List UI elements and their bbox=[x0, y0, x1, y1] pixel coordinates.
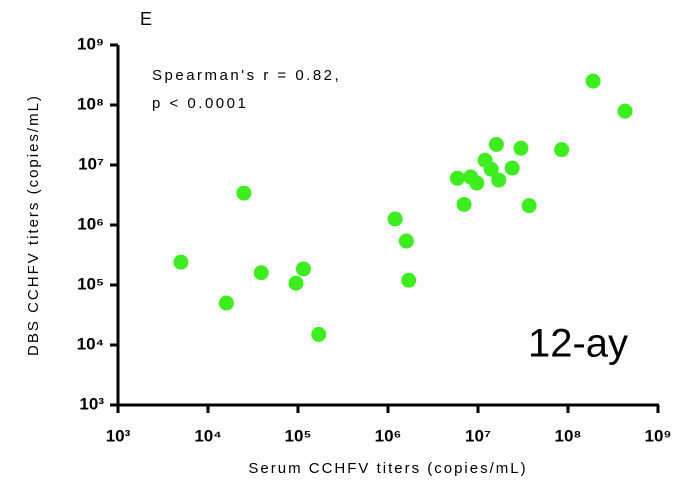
point bbox=[253, 265, 269, 281]
y-tick-label: 10⁵ bbox=[77, 274, 104, 293]
point bbox=[218, 295, 234, 311]
chart-label: 12-ay bbox=[528, 322, 628, 366]
y-tick-label: 10⁸ bbox=[77, 94, 104, 113]
x-tick-label: 10⁶ bbox=[375, 426, 402, 445]
point bbox=[311, 326, 327, 342]
y-tick-label: 10⁶ bbox=[77, 214, 104, 233]
point bbox=[483, 161, 499, 177]
y-axis-title: DBS CCHFV titers (copies/mL) bbox=[25, 94, 42, 356]
point bbox=[617, 103, 633, 119]
point bbox=[295, 261, 311, 277]
x-axis-title: Serum CCHFV titers (copies/mL) bbox=[248, 460, 527, 477]
point bbox=[585, 73, 601, 89]
x-tick-label: 10⁴ bbox=[194, 426, 221, 445]
y-tick-label: 10⁴ bbox=[77, 334, 104, 353]
point bbox=[401, 272, 417, 288]
point bbox=[488, 136, 504, 152]
point bbox=[288, 275, 304, 291]
point bbox=[521, 198, 537, 214]
x-tick-label: 10⁵ bbox=[285, 426, 312, 445]
annotation: p < 0.0001 bbox=[152, 95, 248, 112]
point bbox=[449, 170, 465, 186]
y-tick-label: 10⁷ bbox=[78, 154, 104, 173]
point bbox=[504, 160, 520, 176]
point bbox=[236, 185, 252, 201]
x-tick-label: 10⁷ bbox=[465, 426, 491, 445]
x-tick-label: 10⁸ bbox=[555, 426, 582, 445]
point bbox=[491, 172, 507, 188]
x-tick-label: 10⁹ bbox=[645, 426, 672, 445]
point bbox=[554, 142, 570, 158]
point bbox=[513, 140, 529, 156]
point bbox=[387, 211, 403, 227]
annotation: Spearman's r = 0.82, bbox=[152, 67, 341, 84]
y-tick-label: 10⁹ bbox=[77, 34, 104, 53]
point bbox=[398, 233, 414, 249]
panel-label: E bbox=[140, 9, 152, 29]
y-tick-label: 10³ bbox=[79, 394, 104, 413]
point bbox=[469, 175, 485, 191]
x-tick-label: 10³ bbox=[106, 426, 131, 445]
point bbox=[173, 254, 189, 270]
point bbox=[456, 196, 472, 212]
